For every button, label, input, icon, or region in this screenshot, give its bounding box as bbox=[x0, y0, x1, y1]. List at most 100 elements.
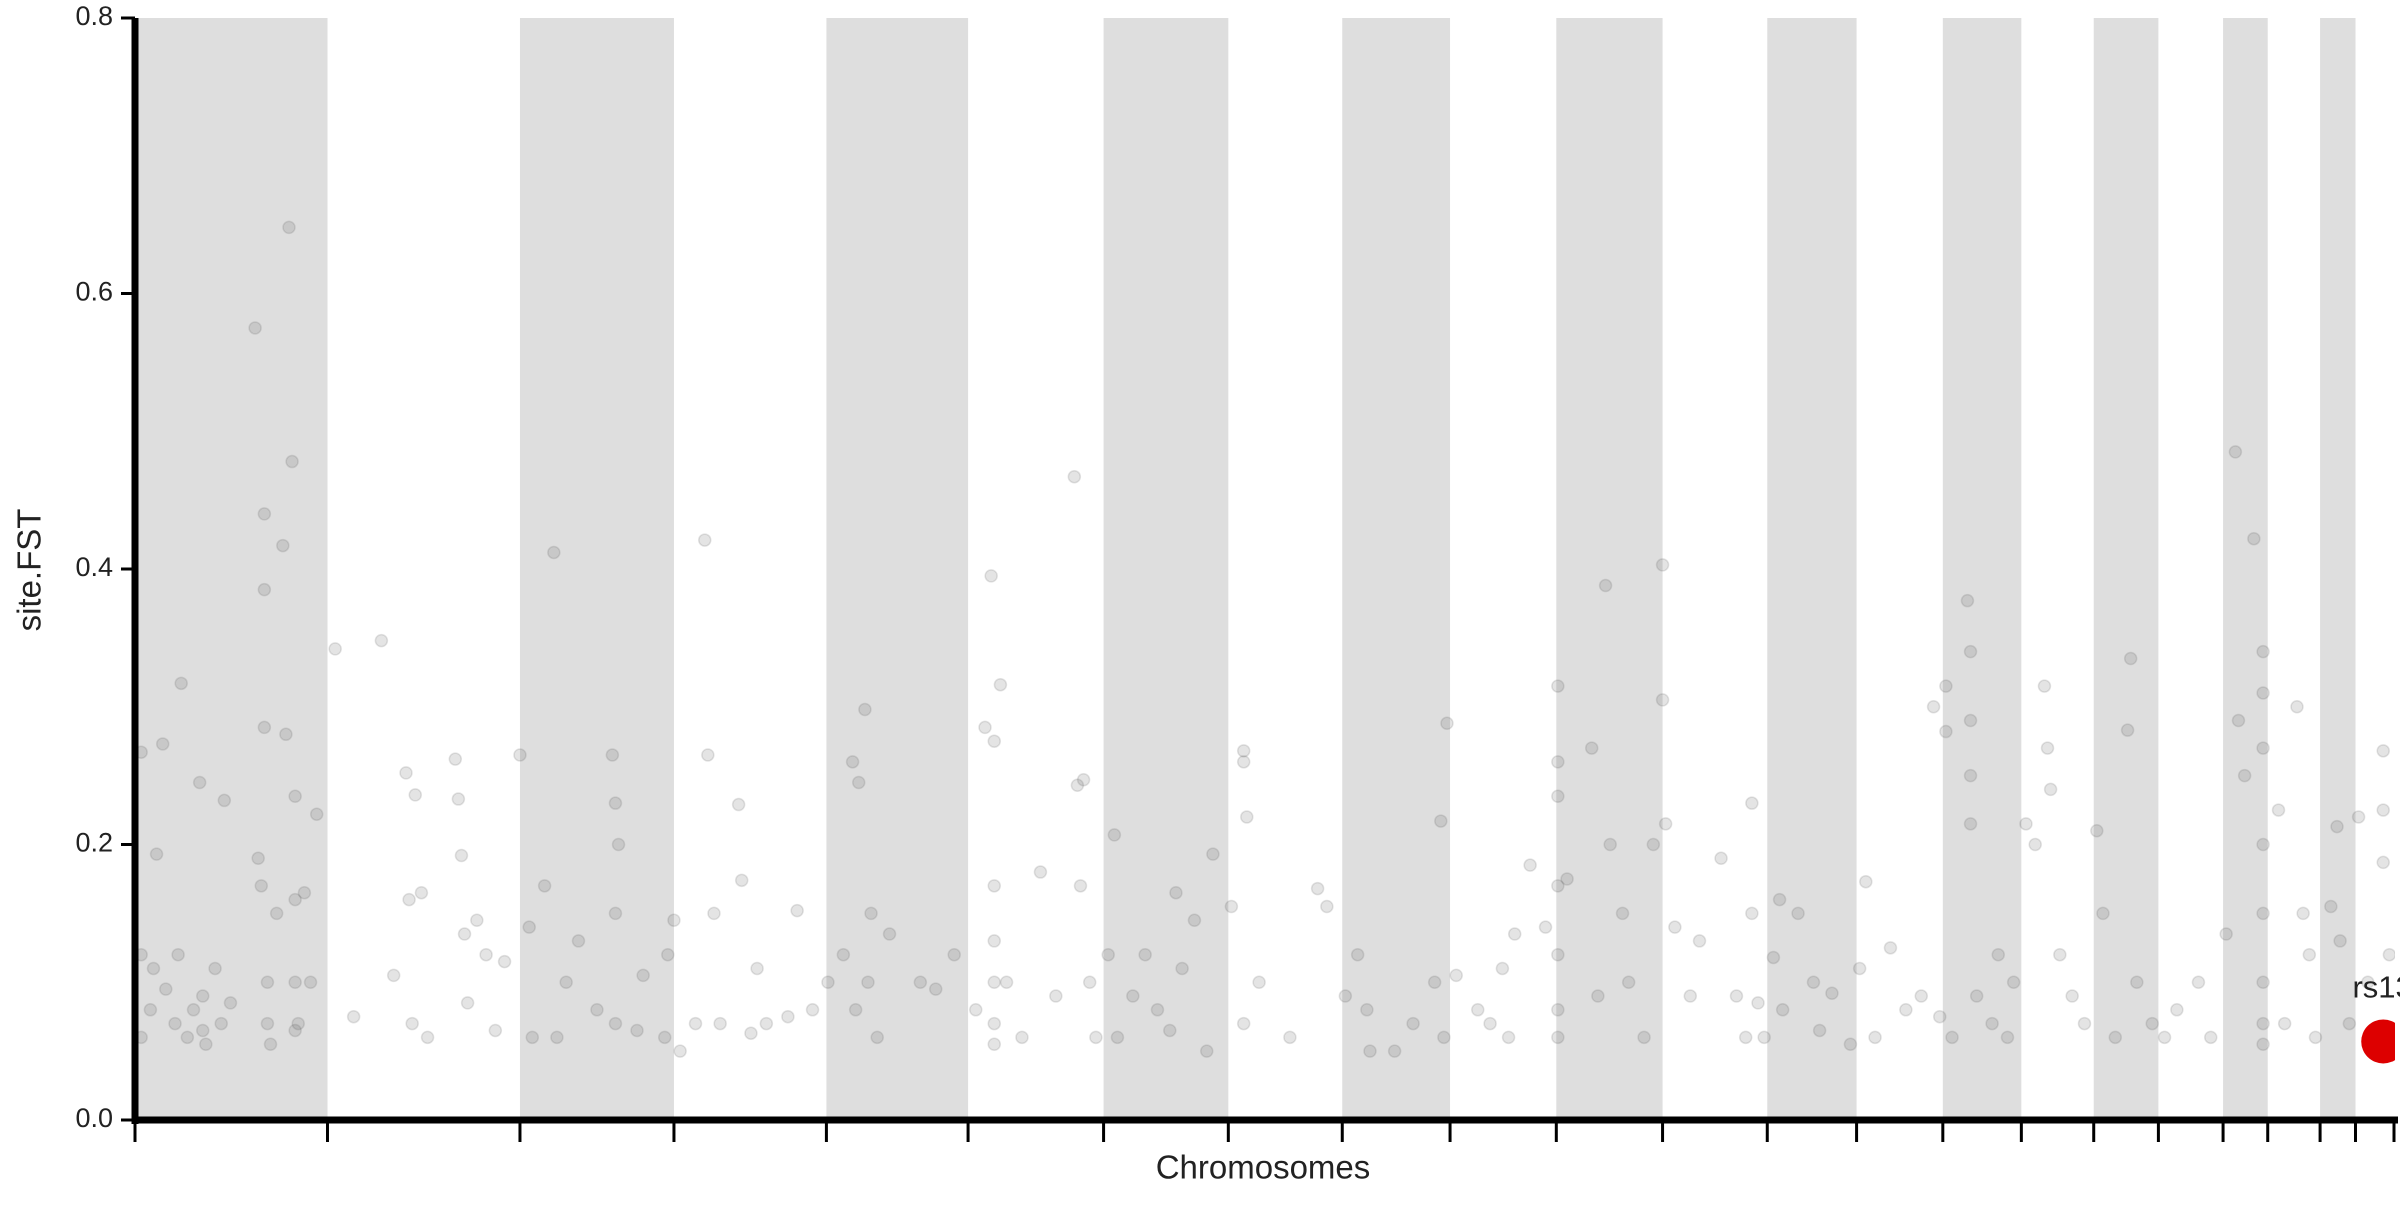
x-axis-label: Chromosomes bbox=[1156, 1149, 1371, 1186]
point bbox=[1560, 872, 1574, 886]
point bbox=[858, 702, 872, 717]
y-tick-label: 0.4 bbox=[75, 552, 113, 582]
point bbox=[260, 1016, 275, 1031]
point bbox=[223, 996, 238, 1010]
point bbox=[1076, 773, 1091, 787]
chromosome-band bbox=[135, 18, 328, 1120]
point bbox=[420, 1030, 435, 1045]
point bbox=[522, 920, 536, 934]
point bbox=[257, 720, 272, 735]
point bbox=[1852, 961, 1867, 976]
point bbox=[513, 748, 527, 762]
point bbox=[257, 582, 272, 597]
point bbox=[399, 766, 413, 780]
point bbox=[269, 906, 284, 921]
point bbox=[1963, 817, 1978, 831]
point bbox=[2277, 1016, 2292, 1031]
point bbox=[414, 885, 429, 900]
point bbox=[2145, 1016, 2159, 1031]
highlight-label: rs139 bbox=[2352, 970, 2400, 1005]
point bbox=[2256, 741, 2270, 755]
point bbox=[1107, 828, 1122, 842]
point bbox=[1310, 881, 1325, 896]
point bbox=[2333, 934, 2347, 948]
highlight-point bbox=[2361, 1019, 2395, 1064]
point bbox=[1187, 913, 1202, 928]
point bbox=[1584, 741, 1599, 755]
point bbox=[870, 1030, 884, 1045]
point bbox=[1637, 1030, 1651, 1045]
point bbox=[2090, 823, 2104, 838]
bands bbox=[135, 18, 2356, 1120]
point bbox=[1963, 713, 1978, 728]
point bbox=[571, 934, 586, 948]
y-tick-label: 0.0 bbox=[75, 1103, 113, 1133]
point bbox=[288, 892, 302, 907]
point bbox=[2077, 1016, 2092, 1031]
point bbox=[1551, 947, 1565, 962]
point bbox=[2324, 899, 2338, 914]
point bbox=[547, 545, 561, 560]
point bbox=[525, 1030, 540, 1045]
point bbox=[987, 1037, 1002, 1051]
point bbox=[2256, 1037, 2270, 1051]
point bbox=[2237, 768, 2252, 783]
point bbox=[836, 947, 851, 962]
point bbox=[550, 1030, 564, 1045]
point bbox=[1283, 1030, 1297, 1045]
point bbox=[1658, 817, 1673, 831]
point bbox=[987, 734, 1002, 748]
chromosome-band bbox=[1942, 18, 2022, 1120]
chromosome-band bbox=[1556, 18, 1663, 1120]
points bbox=[135, 220, 2395, 1064]
point bbox=[1138, 947, 1152, 962]
point bbox=[1101, 947, 1115, 962]
point bbox=[2302, 947, 2317, 962]
point bbox=[2006, 975, 2021, 989]
point bbox=[2065, 989, 2079, 1003]
point bbox=[1551, 1030, 1565, 1045]
point bbox=[279, 727, 293, 742]
point bbox=[1224, 899, 1239, 914]
point bbox=[1692, 934, 1707, 948]
point bbox=[1655, 693, 1670, 707]
point bbox=[214, 1016, 228, 1031]
point bbox=[848, 1003, 863, 1017]
point bbox=[2123, 651, 2138, 666]
point bbox=[1812, 1023, 1827, 1038]
point bbox=[155, 737, 170, 751]
point bbox=[1932, 1009, 1947, 1024]
point bbox=[2376, 855, 2390, 870]
y-tick-label: 0.6 bbox=[75, 277, 113, 307]
chromosome-band bbox=[2093, 18, 2159, 1120]
point bbox=[402, 892, 416, 907]
point bbox=[1150, 1003, 1165, 1017]
point bbox=[303, 975, 318, 989]
point bbox=[864, 906, 878, 921]
point bbox=[2096, 906, 2110, 921]
point bbox=[1163, 1023, 1177, 1038]
point bbox=[2361, 975, 2375, 989]
point bbox=[2157, 1030, 2172, 1045]
point bbox=[1757, 1030, 1771, 1045]
point bbox=[448, 752, 463, 766]
point bbox=[192, 775, 207, 790]
point bbox=[451, 792, 466, 806]
point bbox=[657, 1030, 672, 1045]
point bbox=[1598, 578, 1613, 593]
point bbox=[984, 569, 998, 583]
point bbox=[701, 748, 715, 762]
point bbox=[1963, 768, 1978, 783]
point bbox=[257, 507, 272, 521]
point bbox=[1745, 796, 1759, 810]
y-tick-label: 0.2 bbox=[75, 828, 113, 858]
point bbox=[1360, 1003, 1374, 1017]
point bbox=[248, 321, 262, 335]
point bbox=[159, 982, 173, 996]
point bbox=[1551, 789, 1565, 804]
point bbox=[1126, 989, 1140, 1003]
point bbox=[2256, 906, 2270, 921]
point bbox=[1236, 755, 1251, 769]
point bbox=[1551, 879, 1565, 893]
point bbox=[1387, 1044, 1402, 1058]
